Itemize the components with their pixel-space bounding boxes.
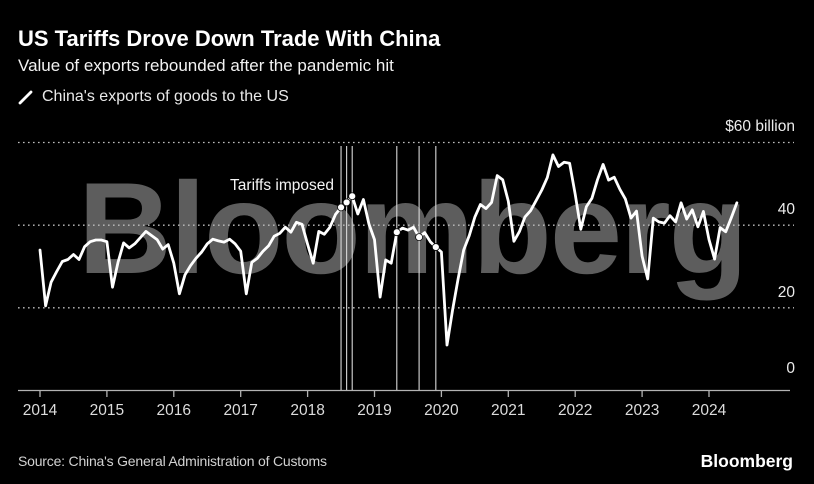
- legend-label: China's exports of goods to the US: [42, 88, 289, 105]
- x-axis-label-2018: 2018: [290, 402, 325, 419]
- x-axis-label-2020: 2020: [424, 402, 459, 419]
- chart-subtitle: Value of exports rebounded after the pan…: [18, 56, 394, 75]
- x-axis-label-2019: 2019: [357, 402, 392, 419]
- x-axis-label-2021: 2021: [491, 402, 526, 419]
- x-axis-label-2014: 2014: [22, 402, 58, 419]
- legend: China's exports of goods to the US: [18, 88, 289, 106]
- tariff-marker-dot-2018-08: [342, 198, 351, 207]
- tariff-marker-dot-2019-05: [392, 228, 401, 237]
- x-axis-label-2017: 2017: [223, 402, 258, 419]
- bloomberg-logo: Bloomberg: [700, 451, 793, 471]
- y-axis-label-20: 20: [777, 283, 795, 301]
- tariffs-imposed-annotation: Tariffs imposed: [230, 177, 334, 194]
- y-axis-label-40: 40: [777, 201, 795, 219]
- legend-line-icon: [18, 90, 33, 104]
- tariff-marker-dot-2018-07: [337, 203, 345, 212]
- source-credit: Source: China's General Administration o…: [18, 453, 327, 469]
- x-axis-label-2023: 2023: [624, 402, 660, 419]
- x-axis-label-2016: 2016: [156, 402, 192, 419]
- x-axis-label-2024: 2024: [691, 402, 727, 419]
- chart-title: US Tariffs Drove Down Trade With China: [18, 26, 441, 51]
- x-axis-label-2022: 2022: [557, 402, 593, 419]
- x-axis-label-2015: 2015: [89, 402, 125, 419]
- tariff-marker-dot-2019-12: [431, 243, 440, 251]
- tariff-marker-dot-2019-09: [415, 233, 424, 242]
- tariff-marker-dot-2018-09: [348, 192, 357, 201]
- y-axis-label-0: 0: [786, 359, 795, 377]
- series-line-china-exports: [38, 153, 739, 347]
- y-axis-label-60: $60 billion: [725, 118, 795, 135]
